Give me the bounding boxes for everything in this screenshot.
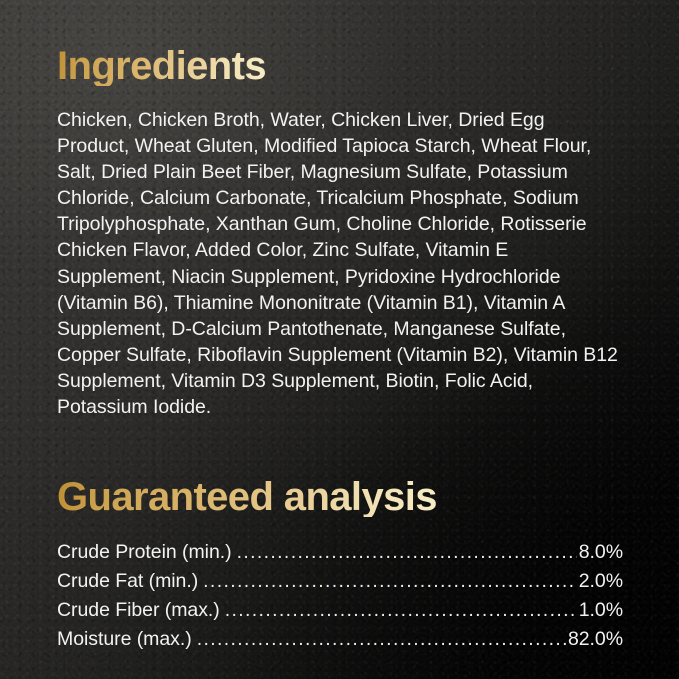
dotted-leader [197,635,566,654]
analysis-label: Crude Fat (min.) [57,570,199,593]
guaranteed-analysis-table: Crude Protein (min.) 8.0% Crude Fat (min… [57,517,623,654]
analysis-value: 8.0% [578,541,623,564]
analysis-label: Moisture (max.) [57,628,192,651]
dotted-leader [203,577,577,596]
guaranteed-analysis-heading: Guaranteed analysis [57,420,437,517]
dotted-leader [225,606,577,625]
ingredients-body-text: Chicken, Chicken Broth, Water, Chicken L… [57,109,618,419]
analysis-row: Crude Protein (min.) 8.0% [57,538,623,567]
analysis-label: Crude Protein (min.) [57,541,232,564]
ingredients-heading: Ingredients [57,0,267,86]
analysis-row: Crude Fiber (max.) 1.0% [57,596,623,625]
analysis-row: Moisture (max.) 82.0% [57,625,623,654]
analysis-value: 1.0% [578,599,623,622]
analysis-label: Crude Fiber (max.) [57,599,220,622]
analysis-value: 2.0% [578,570,623,593]
analysis-value: 82.0% [567,628,623,651]
panel-content: Ingredients Chicken, Chicken Broth, Wate… [0,0,679,654]
analysis-row: Crude Fat (min.) 2.0% [57,567,623,596]
dotted-leader [237,548,577,567]
